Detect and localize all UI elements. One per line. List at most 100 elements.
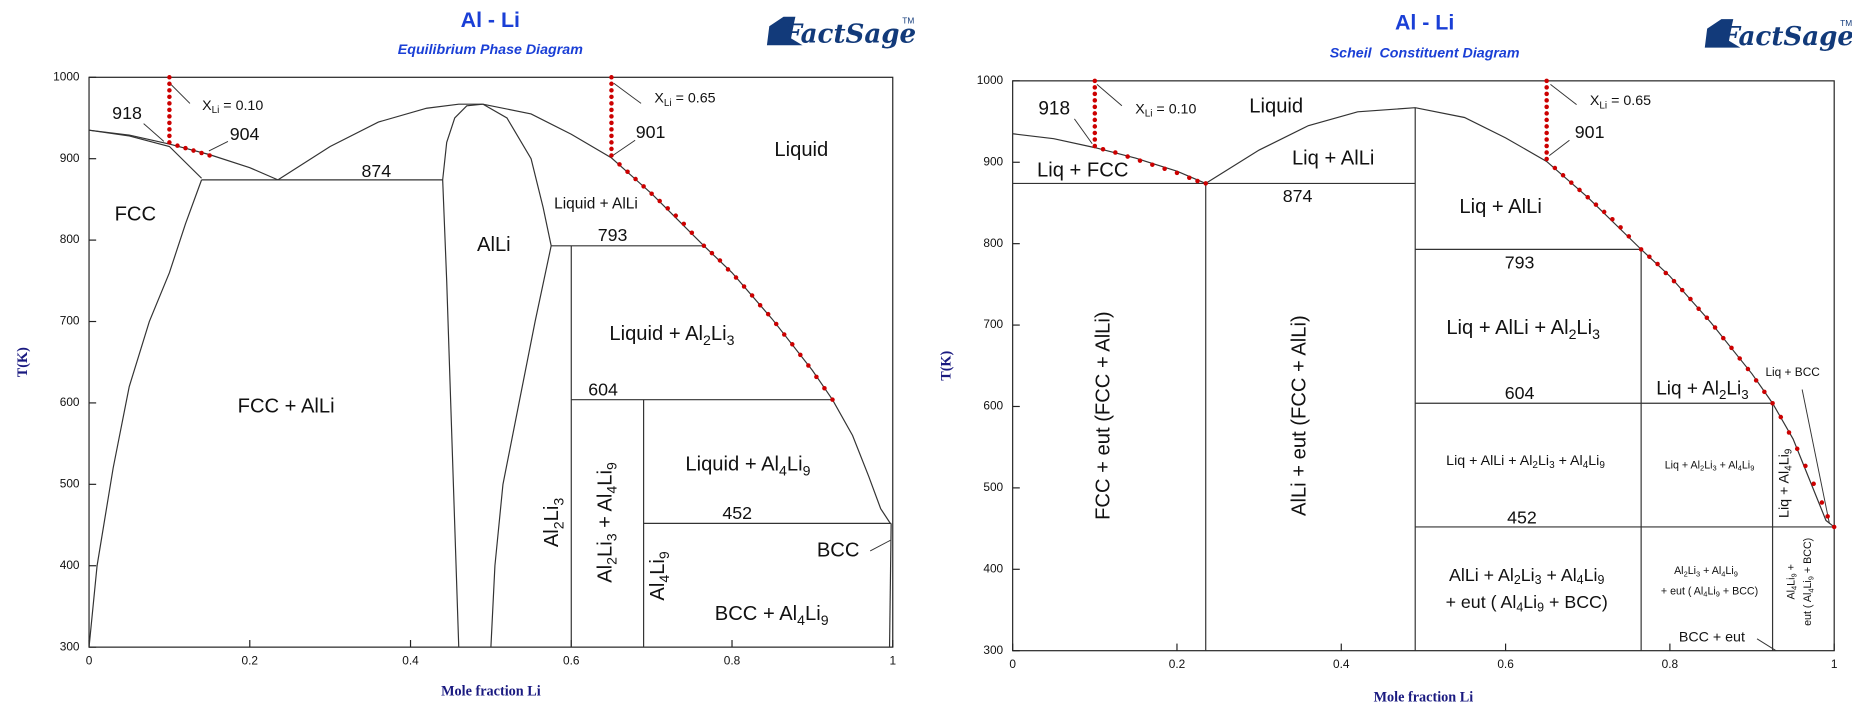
y-tick-label: 700 [60, 314, 80, 328]
region-label: Liq + AlLi + Al2Li3 + Al4Li9 [1446, 453, 1605, 471]
region-label: eut ( Al4Li9 + BCC) [1802, 538, 1815, 626]
x-tick-label: 0 [1009, 657, 1016, 671]
y-tick-label: 900 [60, 151, 80, 165]
region-label: 452 [1507, 508, 1537, 528]
cooling-point [1638, 247, 1644, 252]
cooling-point [665, 206, 670, 211]
region-label: Liq + AlLi [1459, 196, 1541, 218]
y-tick-label: 500 [60, 476, 80, 490]
cooling-point [798, 352, 803, 358]
cooling-point [773, 321, 779, 327]
region-label: Liquid + AlLi [554, 195, 638, 212]
cooling-point [1737, 356, 1742, 361]
region-label: 904 [230, 124, 260, 144]
x-tick-label: 1 [889, 654, 896, 668]
y-tick-label: 1000 [53, 69, 80, 83]
y-tick-label: 500 [983, 480, 1003, 494]
y-tick-label: 800 [983, 236, 1003, 250]
cooling-point [1794, 446, 1800, 452]
logo-badge [766, 16, 803, 46]
region-label: Liquid + Al2Li3 [609, 323, 734, 347]
region-label: Al2Li3 [542, 498, 566, 547]
label-pointer [1096, 84, 1123, 107]
cooling-point [1593, 202, 1599, 207]
chart: Al - Li Equilibrium Phase Diagram FactSage… [15, 8, 916, 699]
cooling-point [1092, 124, 1098, 129]
x-axis-label: Mole fraction Li [441, 684, 541, 700]
region-label: 874 [361, 161, 391, 181]
chart-subtitle: Scheil Constituent Diagram [1330, 45, 1520, 61]
cooling-point [1544, 117, 1549, 123]
region-label: Liq + Al4Li9 [1776, 448, 1794, 518]
cooling-point [749, 293, 755, 298]
plot-frame [88, 76, 894, 648]
region-label: BCC [817, 539, 860, 561]
cooling-point [1712, 325, 1718, 330]
phase-boundary [277, 103, 483, 181]
cooling-point [617, 162, 622, 167]
x-tick-label: 0.6 [1497, 657, 1514, 671]
cooling-point [709, 250, 715, 256]
phase-boundary [1205, 107, 1835, 528]
region-label: FCC + AlLi [238, 396, 335, 418]
y-tick-label: 800 [60, 232, 80, 246]
cooling-point [741, 284, 747, 289]
cooling-point [1544, 137, 1549, 142]
cooling-point [167, 140, 172, 145]
y-tick-label: 300 [983, 643, 1003, 657]
region-label: AlLi + eut (FCC + AlLi) [1288, 315, 1310, 516]
cooling-point [199, 150, 204, 156]
cooling-point [609, 146, 614, 152]
cooling-point [1577, 187, 1582, 193]
region-label: FCC + eut (FCC + AlLi) [1092, 311, 1114, 519]
cooling-point [609, 81, 614, 87]
cooling-point [1679, 287, 1685, 293]
cooling-point [1544, 111, 1549, 116]
cooling-point [757, 302, 763, 308]
cooling-point [806, 363, 811, 368]
cooling-point [717, 258, 723, 263]
cooling-point [1569, 180, 1574, 185]
cooling-point [1688, 296, 1693, 302]
cooling-point [1544, 85, 1549, 90]
label-pointer [208, 140, 229, 152]
label-pointer [612, 139, 636, 157]
cooling-point [1092, 143, 1098, 149]
region-label: 901 [1575, 122, 1605, 142]
region-label: Liq + AlLi [1292, 148, 1374, 170]
x-tick-label: 0.2 [1169, 657, 1186, 671]
cooling-point [1610, 216, 1615, 222]
x-tick-label: 0.8 [724, 654, 741, 668]
cooling-point [649, 191, 654, 196]
cooling-point [183, 145, 188, 151]
region-label: 793 [1505, 252, 1535, 272]
label-pointer [1550, 84, 1577, 105]
y-axis-label: T(K) [939, 350, 955, 380]
x-tick-label: 1 [1831, 657, 1838, 671]
cooling-point [1092, 104, 1098, 110]
cooling-point [782, 332, 787, 337]
label-pointer [1801, 389, 1830, 524]
y-tick-label: 900 [983, 154, 1003, 168]
cooling-point [633, 176, 638, 182]
cooling-point [1745, 366, 1751, 372]
logo-badge [1704, 19, 1741, 48]
logo: FactSage [783, 19, 917, 50]
cooling-point [1704, 315, 1710, 321]
y-tick-label: 400 [60, 558, 80, 572]
label-pointer [169, 82, 191, 104]
region-label: Liquid [1249, 95, 1303, 117]
logo: FactSage [1720, 21, 1852, 52]
cooling-point [167, 120, 172, 126]
cooling-point [1092, 137, 1098, 142]
cooling-point [1655, 261, 1660, 267]
cooling-point [1585, 195, 1590, 200]
region-label: AlLi + Al2Li3 + Al4Li9 [1449, 565, 1604, 588]
region-label: 918 [112, 103, 142, 123]
cooling-point [609, 133, 614, 139]
cooling-point [207, 153, 212, 158]
cooling-point [625, 169, 630, 174]
x-tick-label: 0.6 [563, 654, 580, 668]
region-label: Liquid + Al4Li9 [685, 454, 810, 478]
y-tick-label: 1000 [977, 73, 1004, 87]
